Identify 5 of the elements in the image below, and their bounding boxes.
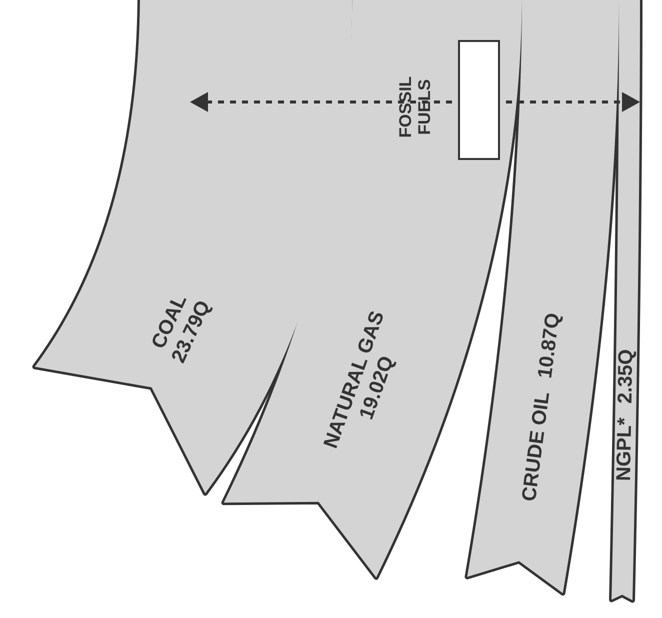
text: FOSSIL FUELS: [396, 75, 434, 140]
data-label: 10.87Q: [534, 312, 564, 380]
category-label: CRUDE OIL: [518, 390, 554, 503]
data-label: 2.35Q: [614, 348, 638, 404]
category-label: NGPL*: [613, 417, 636, 482]
